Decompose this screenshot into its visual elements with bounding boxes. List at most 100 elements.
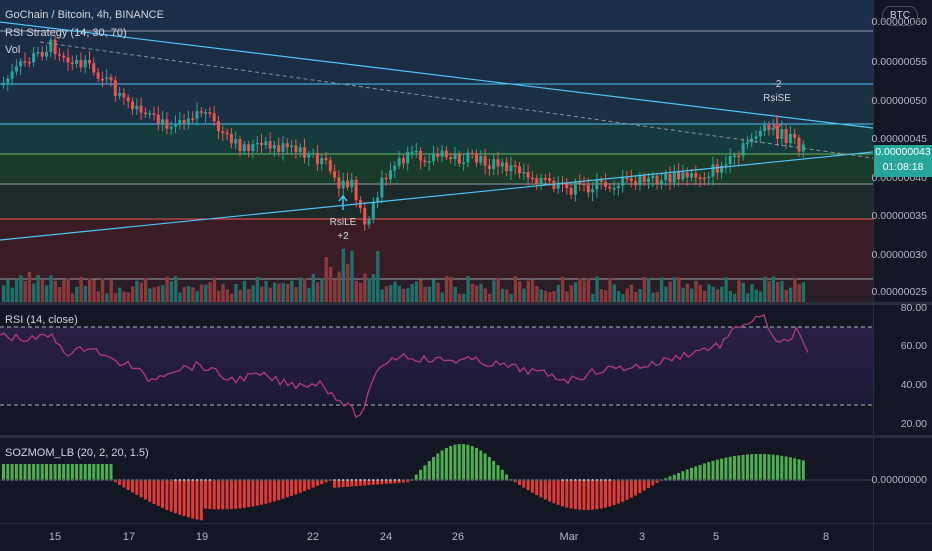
volume-bar: [260, 287, 263, 302]
volume-bar: [393, 282, 396, 302]
volume-bar: [118, 288, 121, 302]
candle-body: [24, 61, 27, 63]
candle-body: [239, 139, 242, 151]
candle-body: [724, 164, 727, 166]
volume-bar: [785, 290, 788, 302]
volume-bar: [19, 275, 22, 302]
volume-bar: [587, 278, 590, 302]
momentum-bar: [428, 461, 431, 480]
volume-bar: [49, 275, 52, 302]
momentum-dot: [450, 479, 452, 481]
bar-countdown: 01:08:18: [874, 160, 932, 175]
candle-body: [75, 60, 78, 64]
momentum-dot: [635, 479, 637, 481]
momentum-dot: [217, 479, 219, 481]
time-axis[interactable]: 15 17 19 22 24 26 Mar 3 5 8: [0, 523, 873, 551]
rsi-scale[interactable]: 80.00 60.00 40.00 20.00: [873, 305, 932, 435]
candle-body: [208, 112, 211, 114]
candle-body: [355, 180, 358, 200]
volume-bar: [423, 287, 426, 302]
candle-body: [531, 178, 534, 180]
candle-body: [746, 142, 749, 144]
candle-body: [488, 166, 491, 169]
momentum-pane[interactable]: SOZMOM_LB (20, 2, 20, 1.5): [0, 438, 873, 523]
momentum-bar: [49, 464, 52, 480]
volume-bar: [604, 290, 607, 302]
candle-body: [316, 153, 319, 164]
volume-bar: [101, 278, 104, 302]
volume-bar: [535, 286, 538, 302]
candle-body: [49, 40, 52, 52]
volume-bar: [110, 279, 113, 302]
currency-badge[interactable]: BTC: [882, 6, 918, 26]
volume-bar: [234, 284, 237, 302]
momentum-dot: [557, 479, 559, 481]
time-tick: 5: [713, 531, 719, 543]
volume-bar: [307, 288, 310, 302]
momentum-legend[interactable]: SOZMOM_LB (20, 2, 20, 1.5): [5, 447, 149, 459]
momentum-bar: [92, 464, 95, 480]
candle-body: [247, 144, 250, 151]
candle-body: [763, 125, 766, 131]
momentum-dot: [794, 479, 796, 481]
volume-bar: [720, 287, 723, 302]
momentum-dot: [467, 479, 469, 481]
candle-body: [630, 178, 633, 181]
volume-bar: [135, 281, 138, 302]
momentum-bar: [290, 480, 293, 496]
momentum-dot: [798, 479, 800, 481]
momentum-dot: [282, 479, 284, 481]
time-tick: 15: [49, 531, 61, 543]
momentum-dot: [299, 479, 301, 481]
momentum-bar: [613, 480, 616, 505]
volume-bar: [251, 285, 254, 302]
main-chart-pane[interactable]: GoChain / Bitcoin, 4h, BINANCE RSI Strat…: [0, 0, 873, 302]
volume-legend[interactable]: Vol: [5, 44, 20, 56]
momentum-dot: [260, 479, 262, 481]
momentum-bar: [552, 480, 555, 503]
price-chart[interactable]: [0, 0, 873, 302]
volume-bar: [772, 276, 775, 302]
candle-body: [54, 40, 57, 54]
rsi-chart[interactable]: [0, 305, 873, 435]
strategy-legend[interactable]: RSI Strategy (14, 30, 70): [5, 27, 127, 39]
volume-bar: [389, 285, 392, 302]
momentum-bar: [544, 480, 547, 500]
momentum-dot: [308, 479, 310, 481]
corner-settings[interactable]: [873, 523, 932, 551]
volume-bar: [325, 257, 328, 302]
momentum-dot: [312, 479, 314, 481]
candle-body: [574, 182, 577, 194]
rsi-pane[interactable]: RSI (14, close): [0, 305, 873, 435]
candle-body: [772, 128, 775, 130]
momentum-bar: [161, 480, 164, 508]
volume-bar: [651, 293, 654, 302]
momentum-dot: [93, 479, 95, 481]
volume-bar: [140, 282, 143, 302]
candle-body: [161, 119, 164, 124]
candle-body: [307, 154, 310, 157]
price-tick: 0.00000025: [872, 286, 927, 298]
momentum-dot: [622, 479, 624, 481]
momentum-dot: [420, 479, 422, 481]
rsi-tick: 60.00: [901, 340, 927, 352]
momentum-dot: [665, 479, 667, 481]
momentum-bar: [471, 446, 474, 480]
momentum-bar: [626, 480, 629, 500]
rsi-legend[interactable]: RSI (14, close): [5, 314, 78, 326]
momentum-dot: [205, 479, 207, 481]
momentum-bar: [170, 480, 173, 512]
volume-bar: [552, 291, 555, 302]
candle-body: [178, 120, 181, 124]
momentum-dot: [536, 479, 538, 481]
volume-bar: [458, 294, 461, 302]
candle-body: [707, 177, 710, 179]
volume-bar: [170, 281, 173, 302]
momentum-dot: [506, 479, 508, 481]
momentum-bar: [458, 444, 461, 480]
momentum-dot: [746, 479, 748, 481]
volume-bar: [802, 282, 805, 302]
candle-body: [501, 162, 504, 166]
momentum-scale[interactable]: 0.00000000: [873, 438, 932, 523]
candle-body: [767, 125, 770, 130]
